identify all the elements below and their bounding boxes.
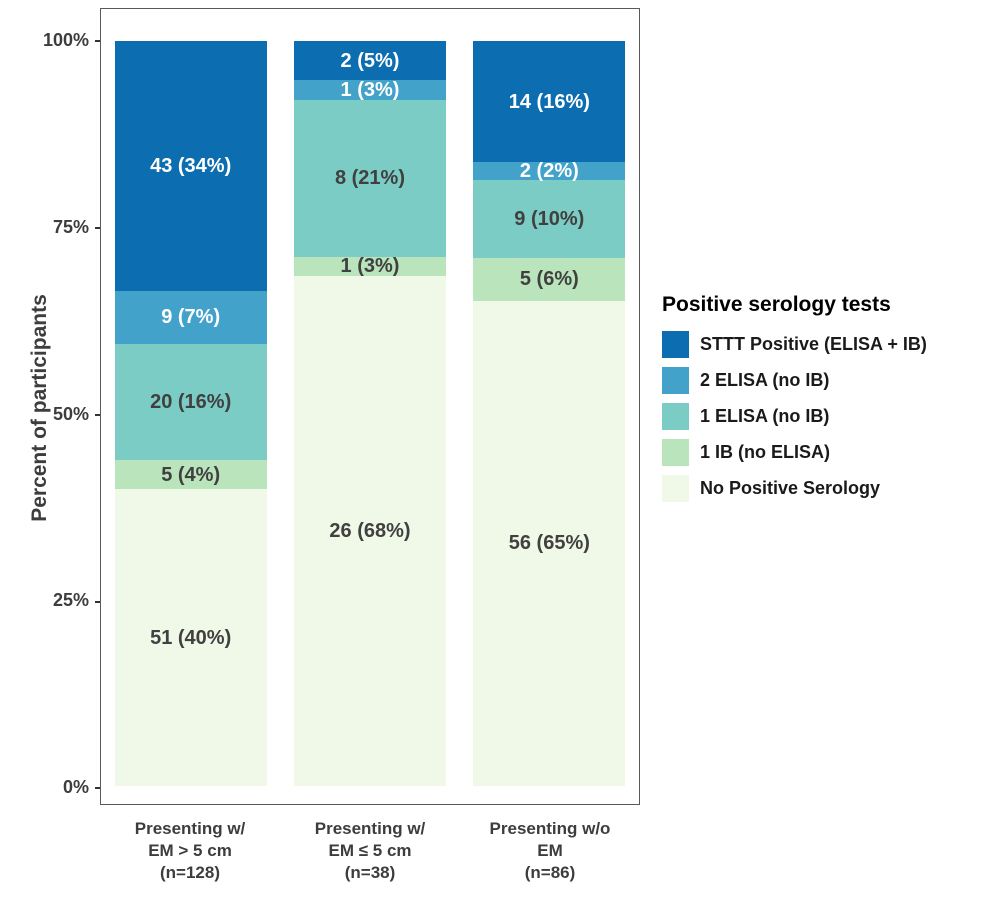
x-axis-label-line: (n=38) (344, 863, 396, 883)
segment-value-label: 2 (2%) (519, 159, 579, 182)
bar-segment: 56 (65%) (473, 300, 626, 786)
legend-item: STTT Positive (ELISA + IB) (662, 331, 1000, 358)
x-axis-label-line: (n=128) (160, 863, 220, 883)
segment-value-label: 51 (40%) (150, 626, 232, 649)
bar-segment: 2 (5%) (293, 41, 446, 81)
x-axis-label-line: (n=86) (524, 863, 576, 883)
y-tick-mark (95, 787, 100, 790)
bar-segment: 9 (7%) (114, 291, 267, 344)
legend-item: No Positive Serology (662, 475, 1000, 502)
x-axis-label-line: EM > 5 cm (148, 841, 232, 861)
segment-value-label: 20 (16%) (150, 390, 232, 413)
x-axis-label-line: Presenting w/ (314, 819, 426, 838)
legend-swatch (662, 475, 689, 502)
bar-segment: 51 (40%) (114, 489, 267, 786)
y-axis: 0% 25% 50% 75% 100% (0, 31, 100, 796)
bar-3: 14 (16%) 2 (2%) 9 (10%) 5 (6%) 56 (65%) (473, 41, 626, 786)
legend-items: STTT Positive (ELISA + IB) 2 ELISA (no IB… (662, 331, 1000, 502)
bar-segment: 20 (16%) (114, 343, 267, 461)
y-tick-mark (95, 40, 100, 43)
legend: Positive serology tests STTT Positive (E… (662, 293, 1000, 511)
y-tick-mark (95, 227, 100, 229)
y-tick-mark (95, 413, 100, 416)
segment-value-label: 5 (6%) (519, 268, 579, 291)
legend-label: 1 IB (no ELISA) (700, 442, 830, 462)
y-tick-label: 75% (0, 218, 100, 236)
y-tick-text: 0% (62, 777, 89, 797)
x-axis-label-line: Presenting w/ (134, 819, 246, 838)
segment-value-label: 9 (10%) (514, 207, 585, 230)
bar-1: 43 (34%) 9 (7%) 20 (16%) 5 (4%) 51 (40%) (114, 41, 267, 786)
x-axis-label-line: EM ≤ 5 cm (328, 841, 412, 861)
bar-segment: 1 (3%) (293, 255, 446, 278)
legend-label: 1 ELISA (no IB) (700, 406, 830, 426)
x-axis-label-line: EM (537, 841, 563, 861)
legend-label: STTT Positive (ELISA + IB) (700, 334, 927, 354)
legend-swatch (662, 331, 689, 358)
y-tick-mark (95, 600, 100, 603)
x-axis-label-line: Presenting w/o (489, 819, 611, 838)
bar-segment: 26 (68%) (293, 276, 446, 786)
bar-segment: 14 (16%) (473, 41, 626, 163)
plot-area: 43 (34%) 9 (7%) 20 (16%) 5 (4%) 51 (40%) 2 (5… (101, 41, 639, 786)
legend-swatch (662, 439, 689, 466)
x-axis-label-2: Presenting w/EM ≤ 5 cm (n=38) (280, 818, 460, 884)
segment-value-label: 26 (68%) (329, 520, 411, 543)
plot-panel: 43 (34%) 9 (7%) 20 (16%) 5 (4%) 51 (40%) 2 (5… (100, 8, 640, 805)
bar-segment: 2 (2%) (473, 159, 626, 182)
segment-value-label: 1 (3%) (340, 79, 400, 101)
segment-value-label: 5 (4%) (161, 463, 221, 486)
legend-swatch (662, 403, 689, 430)
y-tick-text: 100% (42, 30, 89, 50)
x-axis-label-1: Presenting w/EM > 5 cm (n=128) (100, 818, 280, 884)
y-tick-text: 50% (52, 403, 89, 424)
segment-value-label: 1 (3%) (340, 255, 400, 278)
segment-value-label: 43 (34%) (150, 155, 232, 178)
segment-value-label: 8 (21%) (334, 167, 405, 190)
x-axis: Presenting w/EM > 5 cm (n=128) Presenting … (100, 818, 640, 884)
legend-item: 2 ELISA (no IB) (662, 367, 1000, 394)
segment-value-label: 14 (16%) (508, 90, 590, 113)
y-tick-text: 75% (52, 216, 89, 237)
y-tick-label: 100% (0, 31, 100, 49)
y-tick-label: 25% (0, 591, 100, 609)
bar-segment: 8 (21%) (293, 99, 446, 257)
legend-item: 1 ELISA (no IB) (662, 403, 1000, 430)
bar-segment: 43 (34%) (114, 41, 267, 292)
bar-segment: 1 (3%) (293, 79, 446, 101)
legend-label: 2 ELISA (no IB) (700, 370, 830, 390)
bar-segment: 9 (10%) (473, 179, 626, 258)
bar-segment: 5 (4%) (114, 460, 267, 490)
legend-title: Positive serology tests (662, 293, 891, 316)
segment-value-label: 9 (7%) (161, 306, 221, 329)
bar-2: 2 (5%) 1 (3%) 8 (21%) 1 (3%) 26 (68%) (293, 41, 446, 786)
segment-value-label: 2 (5%) (340, 49, 400, 72)
legend-label: No Positive Serology (700, 478, 881, 498)
legend-swatch (662, 367, 689, 394)
y-tick-label: 0% (0, 778, 100, 796)
x-axis-label-3: Presenting w/o EM (n=86) (460, 818, 640, 884)
legend-item: 1 IB (no ELISA) (662, 439, 1000, 466)
segment-value-label: 56 (65%) (508, 532, 590, 555)
y-tick-text: 25% (52, 590, 89, 611)
y-tick-label: 50% (0, 405, 100, 423)
bar-segment: 5 (6%) (473, 257, 626, 301)
